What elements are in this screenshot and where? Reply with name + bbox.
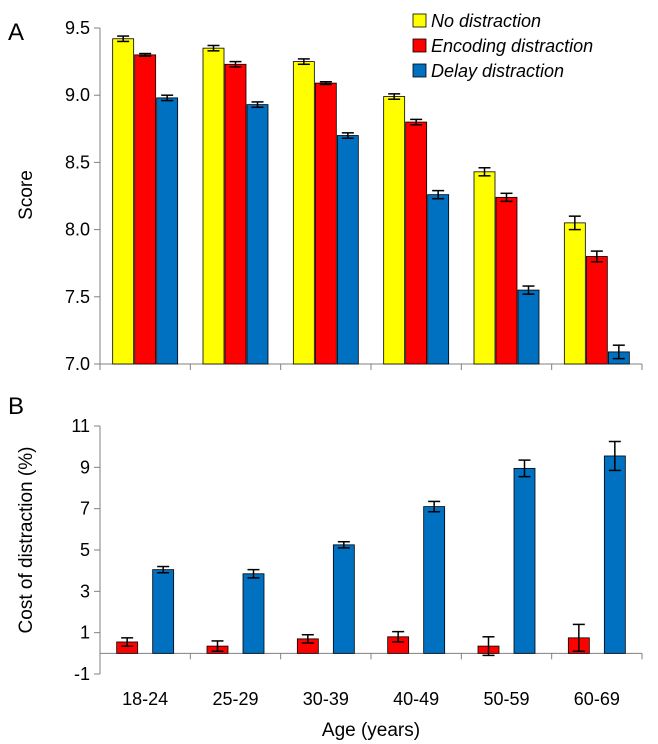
x-axis-title: Age (years) <box>322 720 420 741</box>
bar <box>202 47 225 365</box>
y-tick-label: 9 <box>80 457 90 477</box>
bar <box>336 135 359 365</box>
legend-swatch <box>412 13 427 28</box>
panel-a: A Score 7.0 7.5 8.0 8.5 9.0 9.5 No distraction… <box>8 11 643 374</box>
legend-label: No distraction <box>431 11 541 31</box>
x-tick-label: 40-49 <box>393 689 439 709</box>
y-tick-label: 3 <box>80 581 90 601</box>
x-tick-label: 60-69 <box>574 689 620 709</box>
bar <box>112 38 135 365</box>
x-tick-label: 25-29 <box>212 689 258 709</box>
y-tick-label: 8.0 <box>65 220 90 240</box>
bar <box>242 573 265 654</box>
bar <box>152 569 175 654</box>
bar <box>473 171 496 365</box>
y-tick-label: 7.5 <box>65 287 90 307</box>
bar <box>332 544 355 654</box>
bar <box>134 54 157 365</box>
legend-swatch <box>412 38 427 53</box>
bar <box>314 82 337 365</box>
y-tick-label: 11 <box>71 416 90 436</box>
y-tick-label: 7.0 <box>65 354 90 374</box>
bar <box>563 222 586 365</box>
x-tick-label: 50-59 <box>483 689 529 709</box>
bar <box>156 97 179 365</box>
legend-swatch <box>412 63 427 78</box>
panel-letter-b: B <box>8 393 24 420</box>
bar <box>603 455 626 654</box>
x-tick-label: 30-39 <box>303 689 349 709</box>
bar <box>423 506 446 654</box>
y-tick-label: -1 <box>74 664 90 684</box>
y-tick-label: 1 <box>80 623 90 643</box>
y-tick-label: 7 <box>80 499 90 519</box>
legend-label: Delay distraction <box>431 61 564 81</box>
panel-b: B Cost of distraction (%) Age (years) -1… <box>8 393 643 741</box>
bar <box>513 467 536 654</box>
bar <box>246 104 269 365</box>
y-tick-label: 9.0 <box>65 85 90 105</box>
bar <box>383 96 406 365</box>
bar <box>405 121 428 365</box>
bar <box>292 61 315 365</box>
bar <box>495 196 518 365</box>
panel-letter-a: A <box>8 19 24 46</box>
bar <box>224 63 247 365</box>
legend-label: Encoding distraction <box>431 36 593 56</box>
bar <box>427 194 450 365</box>
y-axis-title-a: Score <box>16 170 37 220</box>
bar <box>585 256 608 365</box>
bar <box>517 289 540 365</box>
y-tick-label: 9.5 <box>65 18 90 38</box>
y-tick-label: 8.5 <box>65 152 90 172</box>
x-tick-label: 18-24 <box>122 689 168 709</box>
y-axis-title-b: Cost of distraction (%) <box>16 447 37 634</box>
y-tick-label: 5 <box>80 540 90 560</box>
